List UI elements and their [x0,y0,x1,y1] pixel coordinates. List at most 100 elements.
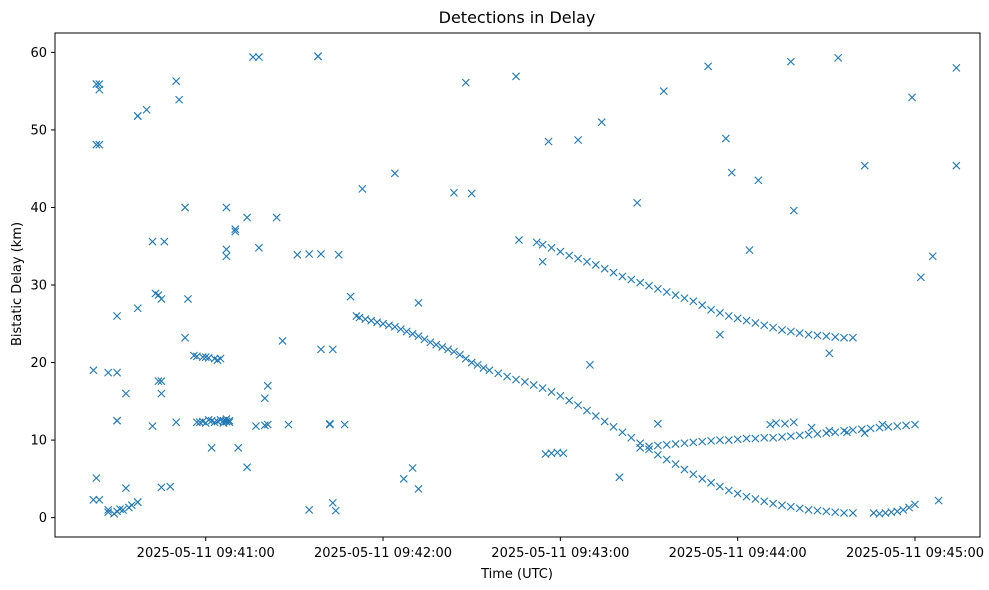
data-point [532,238,541,247]
data-point [216,354,225,363]
data-point [795,504,804,513]
data-point [260,394,269,403]
y-tick-label: 60 [30,46,47,61]
data-point [231,227,240,236]
data-point [893,422,902,431]
data-point [952,63,961,72]
data-point [414,332,423,341]
data-point [707,478,716,487]
data-point [225,418,234,427]
data-point [916,273,925,282]
data-point [121,389,130,398]
data-point [113,368,122,377]
data-point [893,507,902,516]
data-point [358,184,367,193]
data-point [574,254,583,263]
data-point [328,498,337,507]
y-tick-label: 10 [30,434,47,449]
data-point [95,495,104,504]
data-point [243,463,252,472]
data-point [556,247,565,256]
data-point [742,316,751,325]
data-point [857,425,866,434]
data-point [813,331,822,340]
data-point [609,422,618,431]
data-point [751,319,760,327]
data-point [157,294,166,303]
data-point [751,495,760,503]
data-point [89,366,98,375]
data-point [934,496,943,505]
data-point [733,435,742,444]
data-point [538,240,547,249]
data-point [671,439,680,448]
data-point [95,140,104,149]
data-point [127,501,136,510]
data-point [680,465,689,474]
data-point [715,330,724,339]
data-point [707,436,716,445]
data-point [645,445,653,454]
data-point [113,416,122,425]
data-point [556,391,565,400]
data-point [662,440,671,449]
data-point [715,436,724,445]
y-tick-label: 40 [30,201,47,216]
data-point [154,291,163,300]
data-point [316,249,325,258]
data-point [157,389,166,398]
data-point [547,388,556,396]
data-point [680,439,689,448]
data-point [804,430,813,439]
data-point [455,350,464,359]
data-point [438,343,447,352]
data-point [249,53,257,62]
data-point [189,351,198,360]
y-axis-title: Bistatic Delay (km) [10,222,25,346]
data-point [582,406,591,415]
data-point [104,368,113,377]
data-point [402,327,411,336]
data-point [831,508,840,517]
data-point [831,332,840,341]
data-point [591,260,600,269]
data-point [116,505,125,514]
data-point [848,508,857,517]
data-point [331,506,340,515]
data-point [786,327,795,336]
data-point [707,305,716,314]
data-point [831,428,840,437]
data-point [503,372,512,381]
data-point [600,417,609,426]
data-point [444,345,453,354]
data-point [698,437,707,446]
data-point [544,137,553,146]
data-point [210,418,219,427]
data-point [414,298,423,307]
data-point [133,111,142,120]
data-point [408,464,417,472]
data-point [467,358,476,367]
data-point [671,460,680,469]
data-point [760,497,769,506]
data-point [627,275,636,284]
data-point [461,78,470,87]
data-point [910,420,919,429]
data-point [848,333,857,342]
data-point [160,237,169,246]
data-point [769,499,778,508]
data-point [689,297,698,306]
data-point [745,246,754,255]
data-point [902,421,911,430]
data-point [420,335,429,344]
data-point [461,354,470,363]
data-point [724,486,733,495]
data-point [653,284,662,293]
data-point [154,377,163,386]
data-point [172,418,181,427]
data-point [908,93,917,102]
data-point [104,508,113,517]
data-point [866,424,875,433]
data-point [591,412,600,421]
data-point [467,189,476,198]
